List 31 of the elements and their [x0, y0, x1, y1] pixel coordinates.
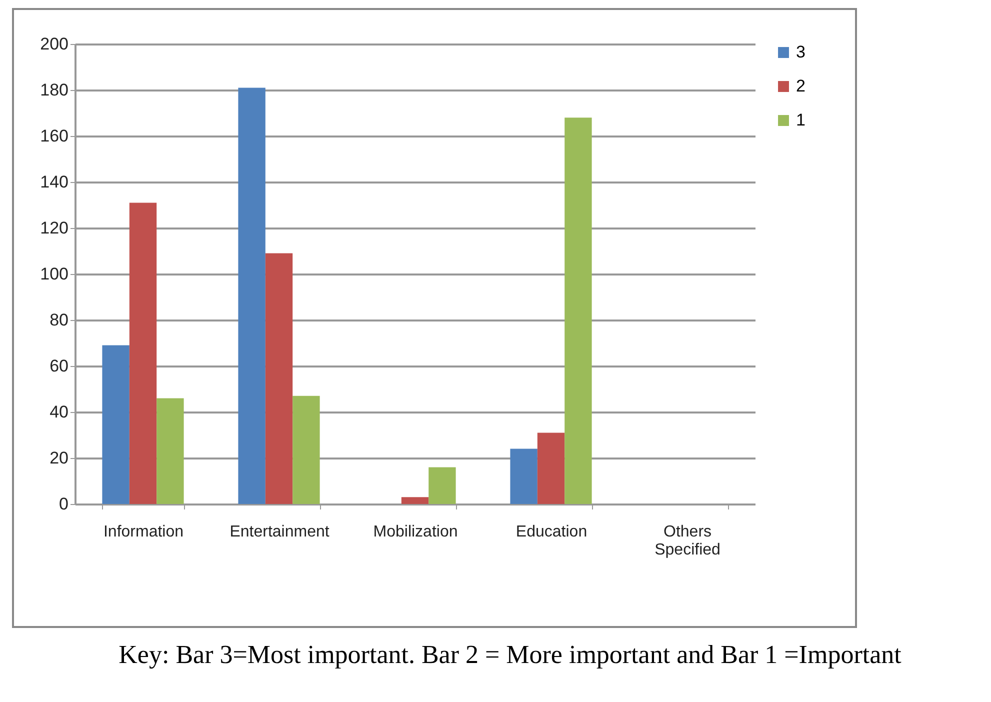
legend-label: 2	[796, 76, 806, 96]
x-tick-label: Entertainment	[230, 524, 330, 540]
y-tick-label: 80	[50, 310, 68, 330]
bar	[156, 398, 184, 504]
legend-label: 3	[796, 42, 806, 62]
bar	[510, 448, 538, 504]
x-tick-label: Education	[516, 524, 588, 540]
x-tick-label: Others Specified	[654, 524, 720, 558]
y-tick-label: 40	[50, 402, 68, 422]
y-tick-label: 160	[40, 126, 68, 146]
legend-label: 1	[796, 110, 806, 130]
bar	[102, 345, 130, 504]
y-tick-label: 60	[50, 356, 68, 376]
y-tick-label: 120	[40, 218, 68, 238]
x-tick-label: Information	[103, 524, 184, 540]
y-tick-label: 140	[40, 172, 68, 192]
y-tick-label: 100	[40, 264, 68, 284]
y-tick-label: 20	[50, 448, 68, 468]
bar	[265, 253, 293, 504]
y-tick-label: 200	[40, 34, 68, 54]
bar	[238, 88, 266, 504]
bar	[401, 497, 429, 504]
y-tick-label: 180	[40, 80, 68, 100]
bar	[428, 467, 456, 504]
x-tick-label: Mobilization	[373, 524, 458, 540]
bar	[564, 118, 592, 504]
bar	[129, 202, 157, 504]
y-tick-label: 0	[59, 494, 68, 514]
text: Key: Bar 3=Most important. Bar 2 = More important and Bar 1 =Important	[118, 640, 902, 670]
bar	[292, 396, 320, 504]
bar	[537, 432, 565, 504]
